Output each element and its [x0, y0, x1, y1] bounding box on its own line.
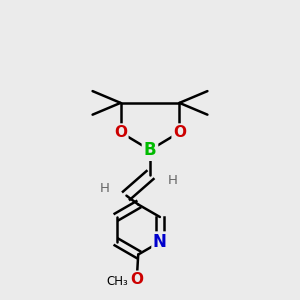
Text: N: N: [153, 233, 167, 251]
Text: O: O: [130, 272, 143, 287]
Text: H: H: [99, 182, 109, 195]
Text: CH₃: CH₃: [107, 274, 128, 287]
Text: B: B: [144, 141, 156, 159]
Text: H: H: [168, 174, 178, 188]
Text: O: O: [114, 125, 127, 140]
Text: O: O: [173, 125, 186, 140]
